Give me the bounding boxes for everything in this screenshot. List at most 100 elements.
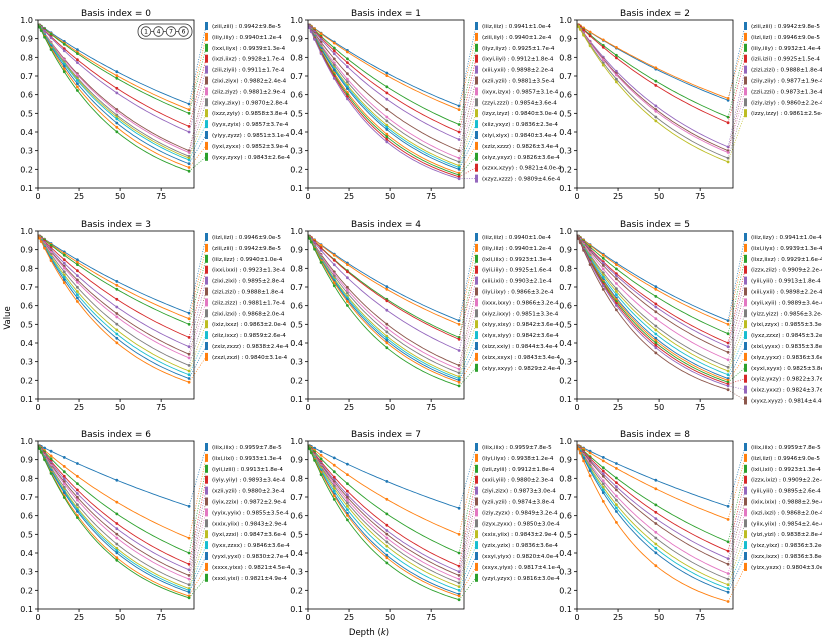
data-point — [49, 32, 53, 36]
legend-label: (ixxi,ixxi) : 0.9923±1.3e-4 — [212, 268, 286, 274]
data-point — [313, 459, 316, 462]
legend-label: (izii,izii) : 0.9925±1.5e-4 — [751, 57, 820, 63]
data-point — [385, 299, 389, 303]
data-point — [62, 49, 66, 53]
legend-marker — [744, 22, 747, 30]
data-point — [654, 346, 658, 350]
legend-label: (zixi,izxi) : 0.9868±2.0e-4 — [212, 311, 285, 317]
legend-label: (iiiz,iizy) : 0.9941±1.0e-4 — [751, 235, 822, 241]
legend-connector — [458, 145, 477, 174]
y-tick-label: 0.3 — [290, 358, 303, 367]
fit-line — [37, 444, 190, 580]
data-point — [601, 264, 605, 267]
legend-marker — [205, 76, 208, 85]
x-tick-label: 50 — [385, 403, 395, 412]
data-point — [115, 551, 119, 555]
legend-connector — [458, 156, 477, 176]
data-point — [62, 70, 66, 74]
x-tick-label: 25 — [344, 403, 354, 412]
data-point — [385, 341, 389, 345]
fit-line — [576, 444, 729, 560]
x-tick-label: 75 — [695, 192, 705, 201]
legend-connector — [727, 512, 746, 574]
fit-line — [576, 23, 729, 101]
legend-label: (ixxx,ixxy) : 0.9866±3.2e-4 — [482, 300, 559, 306]
data-point — [313, 247, 316, 251]
data-point — [187, 162, 191, 166]
data-point — [346, 80, 349, 84]
legend-label: (xiyz,ixxy) : 0.9851±3.3e-4 — [482, 311, 559, 317]
legend-connector — [458, 334, 477, 379]
data-point — [115, 522, 119, 525]
y-tick-label: 0.4 — [559, 549, 572, 558]
data-point — [62, 281, 66, 285]
fit-line — [576, 234, 729, 381]
y-tick-label: 0.8 — [290, 474, 303, 483]
legend-marker — [744, 76, 747, 85]
data-point — [588, 44, 592, 48]
data-point — [115, 109, 119, 113]
legend-marker — [744, 541, 747, 550]
data-point — [615, 304, 618, 307]
legend-connector — [458, 47, 477, 125]
y-tick-label: 0.5 — [290, 320, 303, 329]
x-tick-label: 0 — [574, 613, 579, 622]
data-point — [115, 532, 119, 536]
legend-marker — [744, 254, 747, 263]
fit-line — [576, 444, 729, 586]
data-point — [615, 467, 618, 470]
y-tick-label: 0.2 — [20, 376, 33, 385]
data-point — [578, 241, 582, 245]
legend-label: (iziy,iziy) : 0.9860±2.2e-4 — [751, 100, 822, 106]
data-point — [62, 477, 66, 481]
data-point — [115, 332, 119, 336]
legend-marker — [205, 265, 208, 274]
data-point — [332, 258, 336, 262]
fit-line — [37, 234, 190, 379]
data-point — [457, 149, 461, 153]
legend-label: (zixi,ziyx) : 0.9882±2.4e-4 — [212, 79, 287, 85]
legend-connector — [188, 302, 207, 359]
y-tick-label: 1.0 — [559, 437, 572, 446]
legend-connector — [188, 313, 207, 366]
legend-connector — [188, 80, 207, 151]
data-point — [115, 341, 119, 345]
data-point — [577, 25, 580, 29]
data-point — [115, 287, 119, 291]
fit-line — [307, 234, 460, 374]
x-tick-label: 0 — [574, 403, 579, 412]
y-tick-label: 1.0 — [559, 227, 572, 236]
data-point — [578, 451, 582, 455]
legend-marker — [205, 109, 208, 118]
legend-connector — [188, 457, 207, 539]
fit-line — [576, 23, 729, 124]
data-point — [654, 564, 658, 568]
legend-label: (yixz,yixz) : 0.9836±3.2e-4 — [751, 543, 822, 549]
legend-label: (ixzi,ixzi) : 0.9868±2.0e-4 — [751, 510, 822, 516]
x-tick-label: 50 — [115, 613, 125, 622]
legend-label: (xiyz,yyxz) : 0.9836±3.6e-4 — [751, 355, 822, 361]
legend-marker — [475, 309, 478, 318]
y-tick-label: 0.5 — [559, 530, 572, 539]
legend-label: (ixzz,zyiy) : 0.9858±3.8e-4 — [212, 111, 288, 117]
x-tick-label: 0 — [305, 613, 310, 622]
data-point — [62, 482, 66, 486]
legend-connector — [188, 523, 207, 585]
fit-line — [37, 444, 190, 507]
fit-line — [37, 23, 190, 161]
legend-label: (zzii,zzii) : 0.9873±1.3e-4 — [751, 89, 822, 95]
legend-marker — [744, 243, 747, 252]
axes-frame — [307, 230, 465, 400]
inset-node-label: 7 — [169, 29, 173, 36]
fit-line — [307, 23, 460, 133]
data-point — [654, 517, 658, 520]
legend-connector — [188, 47, 207, 114]
legend-label: (yiyy,zyzz) : 0.9851±3.1e-4 — [212, 133, 290, 139]
legend-label: (iiix,iiix) : 0.9959±7.8e-5 — [751, 445, 821, 451]
data-point — [615, 277, 618, 281]
y-tick-label: 0.9 — [290, 246, 303, 255]
legend-marker — [205, 497, 208, 506]
legend-marker — [205, 453, 208, 462]
fit-line — [576, 234, 729, 387]
data-point — [654, 332, 658, 336]
